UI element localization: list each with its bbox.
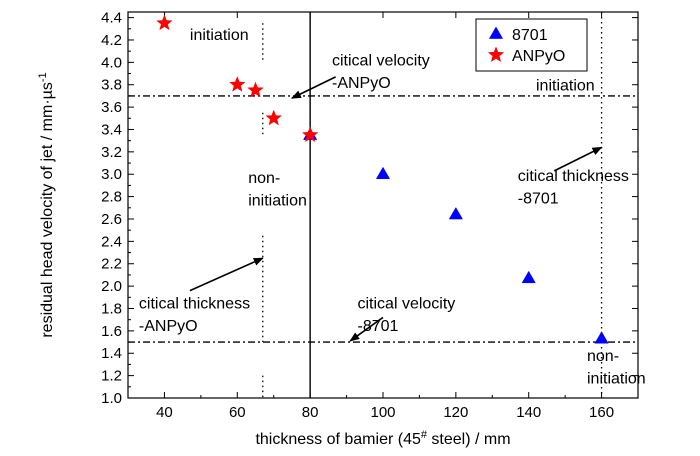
y-tick-label: 2.0 — [101, 278, 122, 295]
data-points — [156, 14, 609, 344]
x-tick-label: 40 — [156, 404, 173, 421]
x-tick-label: 60 — [229, 404, 246, 421]
annotation-label: citical velocity — [358, 295, 456, 312]
y-tick-label: 1.6 — [101, 323, 122, 340]
annotation-arrow — [349, 316, 384, 342]
x-tick-label: 140 — [516, 404, 541, 421]
y-tick-label: 1.8 — [101, 300, 122, 317]
annotation-label: -ANPyO — [139, 318, 198, 335]
annotation-label: citical thickness — [139, 295, 250, 312]
y-tick-label: 3.0 — [101, 166, 122, 183]
annotation-label: non- — [248, 170, 280, 187]
y-tick-label: 3.4 — [101, 121, 122, 138]
y-tick-label: 3.2 — [101, 144, 122, 161]
x-tick-label: 100 — [370, 404, 395, 421]
y-tick-label: 3.6 — [101, 99, 122, 116]
x-axis-title-main: thickness of bamier (45 — [255, 431, 421, 448]
data-point-ANPyO — [229, 76, 246, 92]
y-axis-title-sup: -1 — [37, 72, 49, 82]
legend-label: 8701 — [512, 27, 548, 44]
y-tick-label: 1.0 — [101, 390, 122, 407]
annotation-label: non- — [587, 348, 619, 365]
x-tick-label: 120 — [443, 404, 468, 421]
data-point-8701 — [448, 207, 463, 220]
x-axis-title-tail: steel) / mm — [427, 431, 511, 448]
annotation-label: initiation — [536, 77, 595, 94]
annotation-label: -8701 — [518, 190, 559, 207]
annotation-arrow — [291, 76, 336, 99]
data-point-ANPyO — [247, 81, 264, 98]
annotation-label: initiation — [190, 27, 249, 44]
data-point-8701 — [521, 270, 536, 284]
annotation-label: initiation — [248, 193, 307, 210]
legend-box — [475, 18, 588, 72]
data-point-ANPyO — [156, 14, 173, 31]
legend: 8701 ANPyO — [475, 18, 588, 72]
annotation-label: citical velocity — [332, 53, 430, 70]
legend-items: 8701 ANPyO — [487, 26, 565, 65]
data-point-8701 — [375, 166, 391, 180]
x-axis-title: thickness of bamier (45# steel) / mm — [255, 429, 510, 448]
x-tick-label: 160 — [589, 404, 614, 421]
y-tick-label: 4.2 — [101, 32, 122, 49]
legend-label: ANPyO — [512, 48, 565, 65]
y-axis-title: residual head velocity of jet / mm·µs-1 — [37, 72, 56, 337]
y-axis-title-main: residual head velocity of jet / mm·µs — [39, 82, 56, 338]
y-tick-label: 2.4 — [101, 233, 122, 250]
x-axis-title-sup: # — [421, 429, 428, 441]
annotations: initiation citical velocity -ANPyO initiati… — [139, 27, 646, 387]
y-tick-label: 4.0 — [101, 54, 122, 71]
annotation-label: -ANPyO — [332, 75, 391, 92]
annotation-label: citical thickness — [518, 168, 629, 185]
axis-ticks: 40 60 80 100 120 140 160 1.0 1.2 1.4 1.6 1.8 2.0 2.2 2… — [101, 10, 639, 421]
y-tick-label: 1.4 — [101, 345, 122, 362]
data-point-ANPyO — [301, 126, 319, 143]
legend-marker-ANPyO — [487, 46, 505, 63]
annotation-arrow — [189, 257, 264, 292]
data-point-ANPyO — [265, 109, 282, 126]
data-point-8701 — [594, 331, 609, 344]
y-tick-label: 3.8 — [101, 77, 122, 94]
annotation-label: initiation — [587, 370, 646, 387]
x-tick-label: 80 — [302, 404, 319, 421]
reference-lines — [128, 12, 638, 398]
y-tick-label: 1.2 — [101, 368, 122, 385]
y-tick-label: 2.6 — [101, 211, 122, 228]
legend-marker-8701 — [488, 26, 504, 39]
y-tick-label: 2.2 — [101, 256, 122, 273]
y-tick-label: 2.8 — [101, 189, 122, 206]
annotation-arrow — [553, 146, 603, 172]
annotation-label: -8701 — [358, 318, 399, 335]
y-tick-label: 4.4 — [101, 10, 122, 27]
